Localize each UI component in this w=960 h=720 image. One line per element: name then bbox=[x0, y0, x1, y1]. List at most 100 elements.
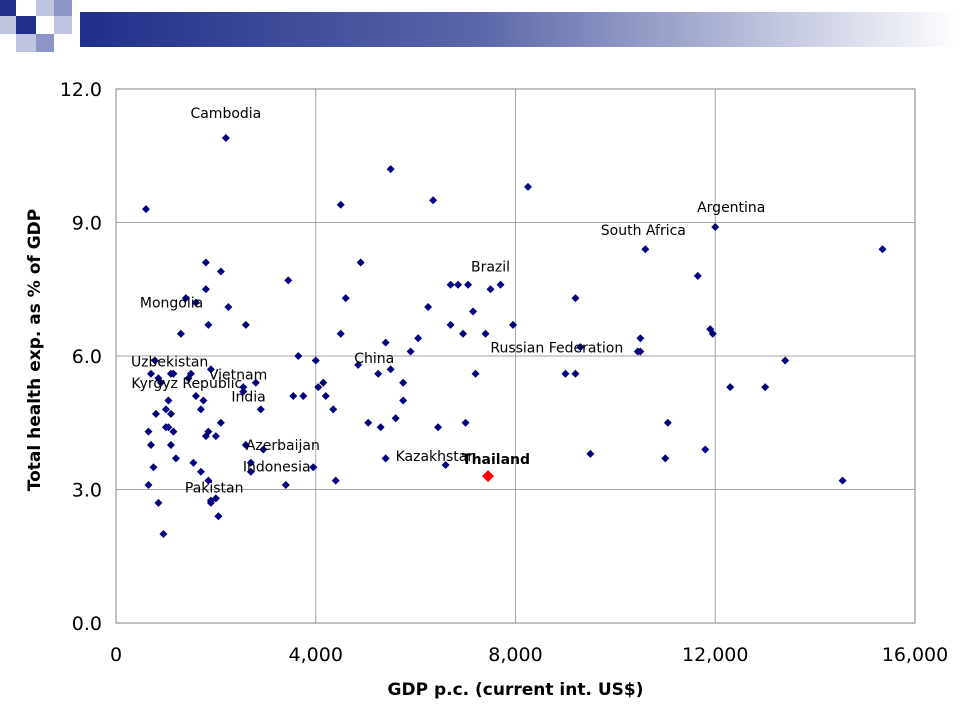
point-label: Mongolia bbox=[140, 295, 203, 311]
data-point bbox=[726, 383, 735, 392]
labeled-data-point bbox=[206, 496, 215, 505]
plot-area bbox=[115, 88, 916, 624]
banner-square-icon bbox=[0, 34, 16, 52]
data-point bbox=[509, 320, 518, 329]
data-point bbox=[164, 396, 173, 405]
banner-square-icon bbox=[36, 0, 54, 16]
x-tick-label: 0 bbox=[110, 644, 122, 666]
point-label: Russian Federation bbox=[490, 341, 623, 357]
y-tick-label: 6.0 bbox=[72, 346, 102, 368]
data-point bbox=[523, 182, 532, 191]
point-labels: Cambodia Argentina South Africa Brazil Mongo… bbox=[131, 106, 765, 497]
data-point bbox=[376, 423, 385, 432]
data-point bbox=[571, 294, 580, 303]
banner-square-icon bbox=[16, 0, 36, 16]
data-point bbox=[259, 445, 268, 454]
banner-square-icon bbox=[0, 0, 16, 16]
y-tick-label: 12.0 bbox=[60, 79, 102, 101]
data-point bbox=[216, 418, 225, 427]
x-axis-ticks: 0 4,000 8,000 12,000 16,000 bbox=[110, 644, 948, 666]
data-point bbox=[469, 307, 478, 316]
highlight-label: Thailand bbox=[462, 452, 530, 468]
data-point bbox=[446, 320, 455, 329]
data-point bbox=[166, 441, 175, 449]
data-point bbox=[156, 378, 165, 387]
data-point bbox=[314, 383, 323, 392]
labeled-data-point bbox=[641, 245, 650, 254]
labeled-data-point bbox=[239, 387, 248, 396]
data-point bbox=[196, 467, 205, 476]
labeled-data-point bbox=[246, 467, 255, 476]
data-point bbox=[424, 303, 433, 312]
data-point bbox=[701, 445, 710, 454]
data-point bbox=[636, 334, 645, 343]
data-point bbox=[191, 298, 200, 307]
data-point bbox=[239, 383, 248, 392]
data-point bbox=[144, 481, 153, 490]
point-label: Vietnam bbox=[209, 367, 267, 383]
data-point bbox=[211, 432, 220, 441]
data-point bbox=[246, 458, 255, 467]
data-point bbox=[878, 245, 887, 254]
data-point bbox=[386, 165, 395, 174]
data-point bbox=[321, 392, 330, 401]
data-point bbox=[341, 294, 350, 303]
data-point bbox=[781, 356, 790, 365]
data-point bbox=[289, 392, 298, 401]
data-point bbox=[838, 476, 847, 485]
data-point bbox=[496, 280, 505, 289]
data-point bbox=[214, 512, 223, 521]
banner-square-icon bbox=[16, 16, 36, 34]
labeled-data-point bbox=[441, 461, 450, 470]
data-point bbox=[481, 329, 490, 338]
banner-square-icon bbox=[54, 16, 72, 34]
point-label: Azerbaijan bbox=[246, 438, 320, 454]
data-point bbox=[204, 476, 213, 485]
data-point bbox=[429, 196, 438, 205]
data-point bbox=[386, 365, 395, 374]
x-tick-label: 8,000 bbox=[488, 644, 542, 666]
labeled-data-point bbox=[206, 365, 215, 374]
data-point bbox=[186, 369, 195, 378]
labeled-data-point bbox=[150, 356, 159, 365]
data-point bbox=[663, 418, 672, 427]
y-tick-label: 9.0 bbox=[72, 213, 102, 235]
data-point bbox=[446, 280, 455, 289]
x-tick-label: 16,000 bbox=[882, 644, 948, 666]
data-point bbox=[294, 352, 303, 360]
data-point bbox=[281, 481, 290, 490]
data-point bbox=[434, 423, 443, 432]
y-tick-label: 0.0 bbox=[72, 613, 102, 635]
data-point bbox=[309, 463, 318, 472]
data-point bbox=[586, 449, 595, 458]
data-point bbox=[146, 441, 155, 449]
point-label: Uzbekistan bbox=[131, 354, 208, 370]
data-point bbox=[241, 320, 250, 329]
data-point bbox=[461, 418, 470, 427]
data-point bbox=[159, 530, 168, 538]
data-point bbox=[661, 454, 670, 463]
labeled-data-point bbox=[241, 441, 250, 449]
labeled-data-point bbox=[169, 369, 178, 378]
point-label: South Africa bbox=[601, 223, 686, 239]
data-point bbox=[471, 369, 480, 378]
labeled-data-point bbox=[486, 285, 495, 294]
banner-square-icon bbox=[54, 0, 72, 16]
data-point bbox=[191, 392, 200, 401]
data-point bbox=[256, 405, 265, 414]
point-label: Pakistan bbox=[185, 481, 244, 497]
data-point bbox=[399, 396, 408, 405]
data-point bbox=[693, 271, 702, 280]
y-axis-title: Total health exp. as % of GDP bbox=[25, 209, 45, 491]
data-point bbox=[161, 405, 170, 414]
point-label: Brazil bbox=[471, 259, 510, 275]
labeled-data-point bbox=[636, 347, 645, 356]
banner-square-icon bbox=[36, 16, 54, 34]
data-point bbox=[381, 454, 390, 463]
data-point bbox=[311, 356, 320, 365]
data-point bbox=[199, 396, 208, 405]
x-tick-label: 4,000 bbox=[289, 644, 343, 666]
banner-square-icon bbox=[54, 34, 72, 52]
data-point bbox=[356, 258, 365, 267]
